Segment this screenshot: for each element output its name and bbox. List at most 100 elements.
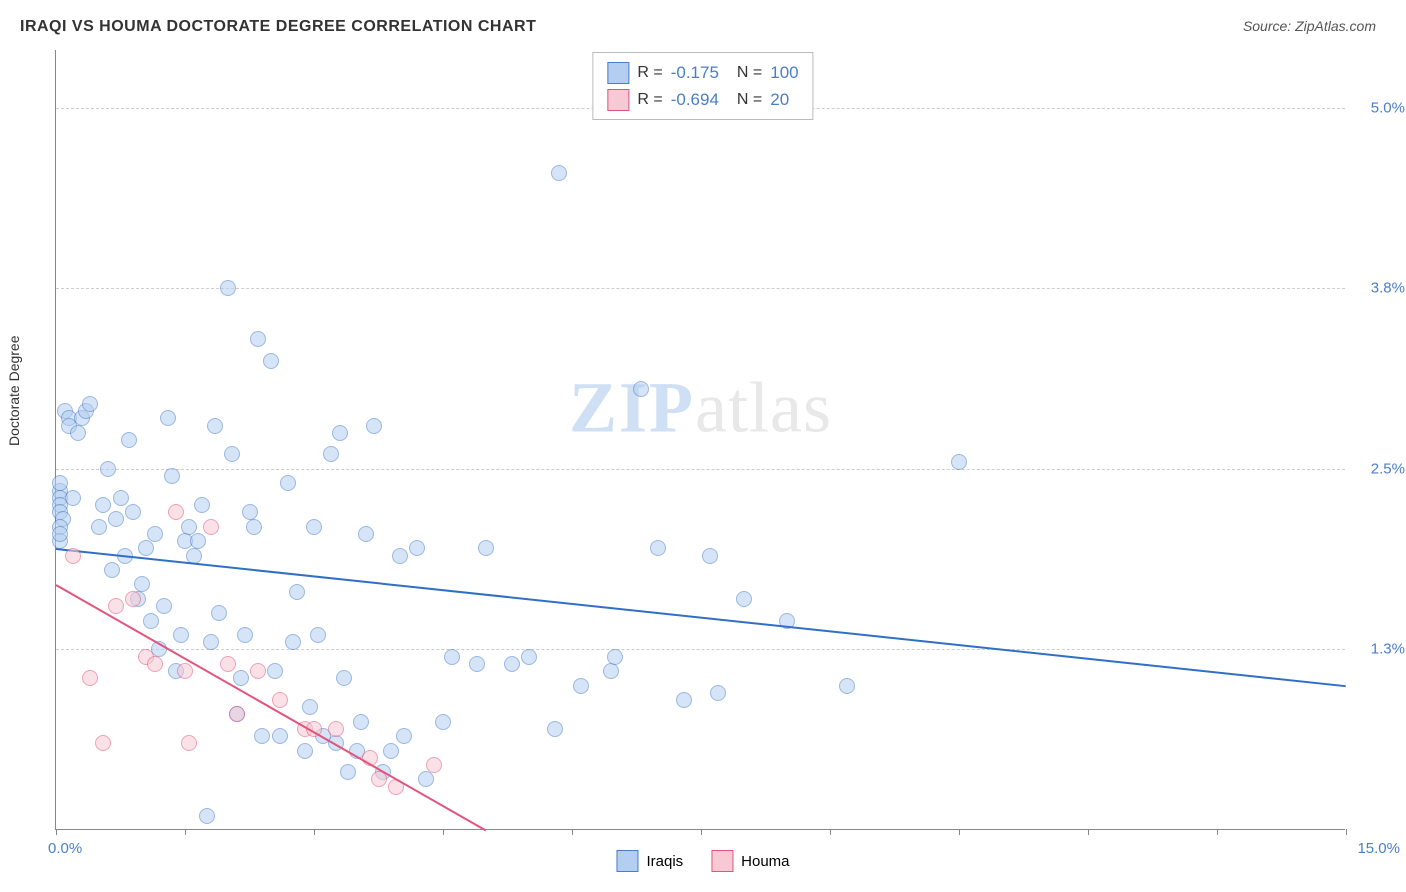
data-point xyxy=(289,584,305,600)
data-point xyxy=(607,649,623,665)
data-point xyxy=(366,418,382,434)
data-point xyxy=(426,757,442,773)
data-point xyxy=(547,721,563,737)
data-point xyxy=(710,685,726,701)
data-point xyxy=(702,548,718,564)
data-point xyxy=(52,475,68,491)
y-tick-label: 3.8% xyxy=(1355,280,1405,297)
data-point xyxy=(190,533,206,549)
data-point xyxy=(143,613,159,629)
data-point xyxy=(504,656,520,672)
data-point xyxy=(418,771,434,787)
gridline xyxy=(56,288,1345,289)
x-tick xyxy=(1217,829,1218,835)
data-point xyxy=(383,743,399,759)
source-label: Source: ZipAtlas.com xyxy=(1243,18,1376,34)
stats-legend-row: R =-0.694N =20 xyxy=(607,86,798,113)
data-point xyxy=(435,714,451,730)
data-point xyxy=(104,562,120,578)
n-label: N = xyxy=(737,60,762,86)
data-point xyxy=(203,519,219,535)
trend-line xyxy=(56,548,1346,687)
data-point xyxy=(332,425,348,441)
data-point xyxy=(138,540,154,556)
x-tick xyxy=(830,829,831,835)
data-point xyxy=(181,519,197,535)
data-point xyxy=(323,446,339,462)
data-point xyxy=(229,706,245,722)
data-point xyxy=(254,728,270,744)
n-value: 100 xyxy=(770,59,798,86)
plot-area: ZIPatlas 0.0% 15.0% 1.3%2.5%3.8%5.0% xyxy=(55,50,1345,830)
data-point xyxy=(736,591,752,607)
data-point xyxy=(237,627,253,643)
data-point xyxy=(250,663,266,679)
legend-swatch xyxy=(607,89,629,111)
watermark: ZIPatlas xyxy=(569,367,832,450)
data-point xyxy=(272,728,288,744)
n-label: N = xyxy=(737,87,762,113)
data-point xyxy=(70,425,86,441)
data-point xyxy=(285,634,301,650)
data-point xyxy=(164,468,180,484)
data-point xyxy=(250,331,266,347)
chart-title: IRAQI VS HOUMA DOCTORATE DEGREE CORRELAT… xyxy=(20,18,536,36)
data-point xyxy=(211,605,227,621)
data-point xyxy=(194,497,210,513)
data-point xyxy=(82,396,98,412)
data-point xyxy=(302,699,318,715)
data-point xyxy=(65,490,81,506)
data-point xyxy=(173,627,189,643)
data-point xyxy=(272,692,288,708)
x-tick xyxy=(572,829,573,835)
data-point xyxy=(121,432,137,448)
data-point xyxy=(224,446,240,462)
data-point xyxy=(521,649,537,665)
data-point xyxy=(147,526,163,542)
data-point xyxy=(125,504,141,520)
r-label: R = xyxy=(637,87,662,113)
x-axis-max-label: 15.0% xyxy=(1357,840,1400,857)
data-point xyxy=(310,627,326,643)
data-point xyxy=(220,280,236,296)
stats-legend-row: R =-0.175N =100 xyxy=(607,59,798,86)
x-tick xyxy=(56,829,57,835)
data-point xyxy=(181,735,197,751)
data-point xyxy=(340,764,356,780)
data-point xyxy=(199,808,215,824)
y-tick-label: 5.0% xyxy=(1355,99,1405,116)
r-label: R = xyxy=(637,60,662,86)
data-point xyxy=(263,353,279,369)
data-point xyxy=(573,678,589,694)
data-point xyxy=(134,576,150,592)
y-tick-label: 1.3% xyxy=(1355,641,1405,658)
data-point xyxy=(297,743,313,759)
gridline xyxy=(56,469,1345,470)
legend-label: Iraqis xyxy=(646,853,683,870)
data-point xyxy=(168,504,184,520)
watermark-atlas: atlas xyxy=(695,368,832,448)
data-point xyxy=(650,540,666,556)
data-point xyxy=(478,540,494,556)
x-tick xyxy=(185,829,186,835)
y-tick-label: 2.5% xyxy=(1355,460,1405,477)
data-point xyxy=(396,728,412,744)
data-point xyxy=(444,649,460,665)
data-point xyxy=(306,519,322,535)
data-point xyxy=(246,519,262,535)
data-point xyxy=(551,165,567,181)
data-point xyxy=(207,418,223,434)
trend-line xyxy=(56,585,487,832)
data-point xyxy=(82,670,98,686)
data-point xyxy=(353,714,369,730)
data-point xyxy=(156,598,172,614)
data-point xyxy=(113,490,129,506)
legend-item: Houma xyxy=(711,850,789,872)
r-value: -0.694 xyxy=(671,86,719,113)
data-point xyxy=(328,721,344,737)
data-point xyxy=(160,410,176,426)
x-tick xyxy=(1088,829,1089,835)
data-point xyxy=(125,591,141,607)
x-axis-min-label: 0.0% xyxy=(48,840,82,857)
x-tick xyxy=(443,829,444,835)
